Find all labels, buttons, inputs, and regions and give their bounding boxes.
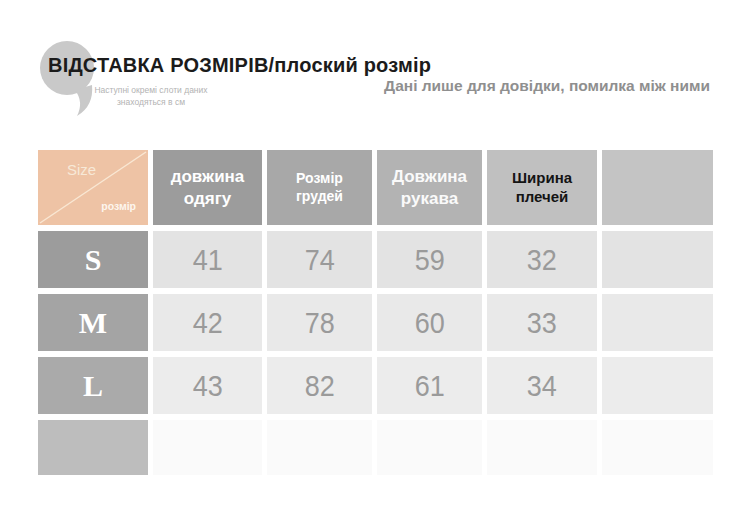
col-header-shoulder-width: Ширина плечей [487,150,597,225]
value-cell: 42 [153,294,262,351]
value-cell-empty [377,420,482,475]
corner-size-label: Size [67,161,96,178]
value-cell: 59 [377,231,482,288]
value-cell-empty [602,231,713,288]
value-cell-empty [602,420,713,475]
row-label-s: S [38,231,148,288]
value-text: 42 [192,306,222,340]
disclaimer-note: Дані лише для довідки, помилка між ними [384,77,710,95]
row-label-l: L [38,357,148,414]
page-title: ВІДСТАВКА РОЗМІРІВ/плоский розмір [48,54,431,77]
col-header-chest-size: Розмір грудей [267,150,372,225]
size-table: Size розмір довжина одягу Розмір грудей … [38,150,713,475]
value-cell: 78 [267,294,372,351]
row-label-empty [38,420,148,475]
value-text: 82 [304,369,334,403]
row-label-m: M [38,294,148,351]
value-text: 61 [414,369,444,403]
value-cell: 33 [487,294,597,351]
value-text: 33 [527,306,557,340]
corner-rozmir-label: розмір [101,200,136,212]
corner-cell: Size розмір [38,150,148,225]
value-cell: 82 [267,357,372,414]
unit-note-line1: Наступні окремі слоти даних [85,84,217,96]
value-cell-empty [602,357,713,414]
value-cell: 32 [487,231,597,288]
value-cell-empty [602,294,713,351]
col-header-sleeve-length: Довжина рукава [377,150,482,225]
value-text: 43 [192,369,222,403]
value-cell: 74 [267,231,372,288]
value-cell-empty [487,420,597,475]
value-cell: 60 [377,294,482,351]
value-text: 74 [304,243,334,277]
value-cell: 61 [377,357,482,414]
value-text: 59 [414,243,444,277]
value-cell: 41 [153,231,262,288]
unit-note: Наступні окремі слоти даних знаходяться … [85,84,217,109]
value-cell: 34 [487,357,597,414]
value-text: 78 [304,306,334,340]
value-text: 34 [527,369,557,403]
value-text: 60 [414,306,444,340]
col-header-empty [602,150,713,225]
value-cell-empty [267,420,372,475]
value-text: 32 [527,243,557,277]
value-cell-empty [153,420,262,475]
value-text: 41 [192,243,222,277]
unit-note-line2: знаходяться в см [85,96,217,108]
value-cell: 43 [153,357,262,414]
col-header-garment-length: довжина одягу [153,150,262,225]
